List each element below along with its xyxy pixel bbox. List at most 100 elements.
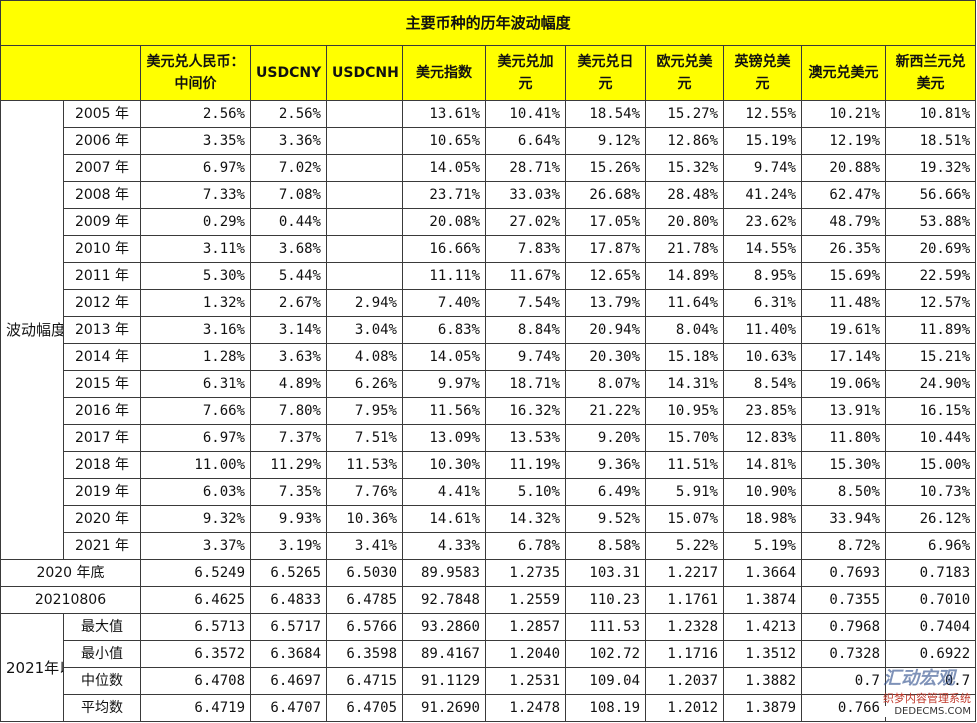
col-header: 新西兰元兑美元 (884, 45, 977, 101)
data-cell: 7.76% (326, 478, 403, 506)
data-cell: 16.32% (485, 397, 566, 425)
data-cell: 6.4785 (326, 586, 403, 614)
data-cell: 28.71% (485, 154, 566, 182)
stat-label: 最小值 (63, 640, 141, 668)
header-corner (0, 45, 141, 101)
data-cell: 3.63% (250, 343, 327, 371)
data-cell: 1.2735 (485, 559, 566, 587)
data-cell: 20.94% (565, 316, 646, 344)
data-cell: 1.2531 (485, 667, 566, 695)
data-cell: 4.41% (402, 478, 486, 506)
data-cell: 1.3512 (723, 640, 802, 668)
data-cell: 14.61% (402, 505, 486, 533)
data-cell: 9.20% (565, 424, 646, 452)
data-cell: 12.55% (723, 100, 802, 128)
data-cell: 62.47% (801, 181, 886, 209)
data-cell: 19.32% (884, 154, 977, 182)
data-cell: 5.91% (645, 478, 724, 506)
data-cell: 0.7183 (884, 559, 977, 587)
data-cell: 8.72% (801, 532, 886, 560)
data-cell: 12.19% (801, 127, 886, 155)
data-cell (326, 181, 403, 209)
data-cell: 15.07% (645, 505, 724, 533)
data-cell: 102.72 (565, 640, 646, 668)
data-cell: 13.79% (565, 289, 646, 317)
data-cell: 15.69% (801, 262, 886, 290)
data-cell: 1.32% (140, 289, 251, 317)
data-cell: 110.23 (565, 586, 646, 614)
year-label: 2021 年 (63, 532, 141, 560)
table-row: 2009 年 0.29% 0.44% 20.08% 27.02% 17.05% 20.80%… (1, 208, 977, 236)
data-cell: 6.49% (565, 478, 646, 506)
data-cell: 0.7693 (801, 559, 886, 587)
data-cell: 2.56% (250, 100, 327, 128)
data-cell: 17.05% (565, 208, 646, 236)
data-cell: 8.95% (723, 262, 802, 290)
table-row: 2015 年 6.31% 4.89% 6.26% 9.97% 18.71% 8.07% 14.… (1, 370, 977, 398)
data-cell: 15.70% (645, 424, 724, 452)
data-cell: 3.19% (250, 532, 327, 560)
data-cell: 3.11% (140, 235, 251, 263)
data-cell: 27.02% (485, 208, 566, 236)
data-cell: 0.7 (884, 667, 977, 695)
data-cell: 6.83% (402, 316, 486, 344)
table-title: 主要币种的历年波动幅度 (0, 0, 977, 46)
data-cell: 26.12% (884, 505, 977, 533)
table-row: 最小值 6.3572 6.3684 6.3598 89.4167 1.2040 102.72… (1, 640, 977, 668)
data-cell: 20.80% (645, 208, 724, 236)
data-cell: 6.5265 (250, 559, 327, 587)
row-label: 20210806 (0, 586, 141, 614)
data-cell: 28.48% (645, 181, 724, 209)
data-cell: 7.83% (485, 235, 566, 263)
data-cell: 23.85% (723, 397, 802, 425)
data-cell: 3.35% (140, 127, 251, 155)
stat-label: 中位数 (63, 667, 141, 695)
data-cell: 91.1129 (402, 667, 486, 695)
data-cell: 1.3664 (723, 559, 802, 587)
data-cell: 9.36% (565, 451, 646, 479)
data-cell: 7.66% (140, 397, 251, 425)
data-cell: 6.5766 (326, 613, 403, 641)
data-cell: 8.04% (645, 316, 724, 344)
data-cell: 1.3882 (723, 667, 802, 695)
data-cell: 10.90% (723, 478, 802, 506)
data-cell: 8.84% (485, 316, 566, 344)
data-cell: 10.36% (326, 505, 403, 533)
col-header: 美元兑人民币：中间价 (140, 45, 251, 101)
data-cell: 11.80% (801, 424, 886, 452)
data-cell: 1.1761 (645, 586, 724, 614)
data-cell: 6.26% (326, 370, 403, 398)
watermark: 汇动宏观 织梦内容管理系统 DEDECMS.COM (883, 664, 971, 717)
data-cell: 14.89% (645, 262, 724, 290)
data-cell: 1.3879 (723, 694, 802, 722)
data-cell (326, 100, 403, 128)
data-cell: 0.7404 (884, 613, 977, 641)
data-cell: 5.19% (723, 532, 802, 560)
data-cell: 10.41% (485, 100, 566, 128)
data-cell: 10.63% (723, 343, 802, 371)
data-cell: 41.24% (723, 181, 802, 209)
data-cell: 1.2012 (645, 694, 724, 722)
data-cell: 4.89% (250, 370, 327, 398)
col-header: 欧元兑美元 (645, 45, 724, 101)
data-cell: 7.80% (250, 397, 327, 425)
table-row: 2012 年 1.32% 2.67% 2.94% 7.40% 7.54% 13.79% 11.… (1, 289, 977, 317)
table-row: 2014 年 1.28% 3.63% 4.08% 14.05% 9.74% 20.30% 15… (1, 343, 977, 371)
data-cell: 0.7010 (884, 586, 977, 614)
data-cell: 6.5717 (250, 613, 327, 641)
data-cell: 6.4833 (250, 586, 327, 614)
data-cell: 16.15% (884, 397, 977, 425)
header-row: 美元兑人民币：中间价 USDCNY USDCNH 美元指数 美元兑加元 美元兑日… (0, 45, 977, 101)
year-label: 2007 年 (63, 154, 141, 182)
data-cell: 15.26% (565, 154, 646, 182)
stat-label: 平均数 (63, 694, 141, 722)
data-cell: 10.81% (884, 100, 977, 128)
data-cell: 16.66% (402, 235, 486, 263)
data-cell: 12.86% (645, 127, 724, 155)
data-cell: 9.74% (723, 154, 802, 182)
data-cell: 0.7968 (801, 613, 886, 641)
data-cell: 21.78% (645, 235, 724, 263)
data-cell: 1.2037 (645, 667, 724, 695)
data-cell: 14.05% (402, 154, 486, 182)
year-label: 2009 年 (63, 208, 141, 236)
